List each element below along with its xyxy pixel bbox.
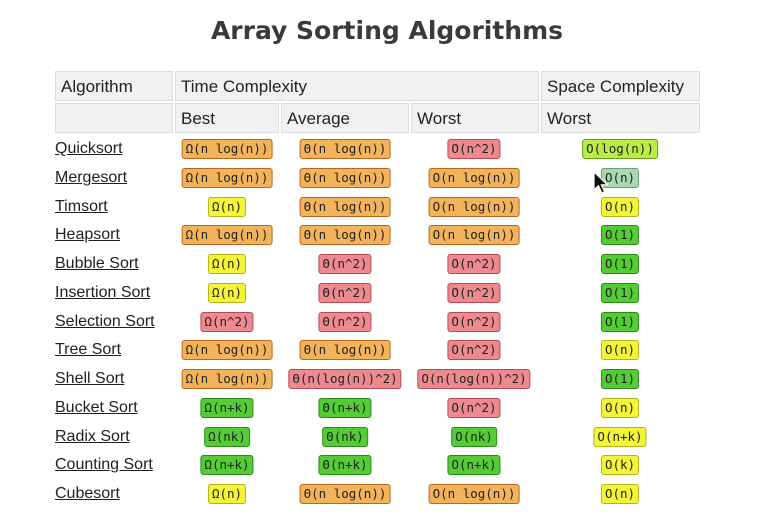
worst-complexity-badge: O(n^2) [447,340,501,360]
algorithm-link[interactable]: Bubble Sort [55,255,139,272]
best-complexity-badge: Ω(n) [207,484,247,504]
space-complexity-badge: O(1) [600,254,640,274]
best-complexity-badge: Ω(n log(n)) [181,168,273,188]
header-algorithm: Algorithm [55,71,173,101]
worst-complexity-badge: O(n+k) [447,455,501,475]
average-complexity-badge: Θ(n log(n)) [299,484,391,504]
algorithm-link[interactable]: Shell Sort [55,370,125,387]
average-complexity-badge: Θ(n+k) [318,398,372,418]
average-complexity-badge: Θ(n log(n)) [299,168,391,188]
average-complexity-badge: Θ(n(log(n))^2) [288,369,402,389]
header-space-worst: Worst [541,103,700,133]
space-complexity-badge: O(k) [600,455,640,475]
average-complexity-badge: Θ(n log(n)) [299,197,391,217]
mouse-cursor-icon [593,171,609,194]
worst-complexity-badge: O(n^2) [447,283,501,303]
algorithm-link[interactable]: Insertion Sort [55,284,151,301]
best-complexity-badge: Ω(n log(n)) [181,369,273,389]
algorithm-link[interactable]: Bucket Sort [55,399,138,416]
space-complexity-badge: O(1) [600,283,640,303]
space-complexity-badge: O(n) [600,398,640,418]
worst-complexity-badge: O(n log(n)) [428,225,520,245]
average-complexity-badge: Θ(n log(n)) [299,139,391,159]
best-complexity-badge: Ω(n+k) [200,455,254,475]
algorithm-link[interactable]: Selection Sort [55,313,155,330]
best-complexity-badge: Ω(n log(n)) [181,340,273,360]
worst-complexity-badge: O(n(log(n))^2) [417,369,531,389]
best-complexity-badge: Ω(nk) [204,427,250,447]
algorithm-link[interactable]: Quicksort [55,140,123,157]
average-complexity-badge: Θ(n^2) [318,312,372,332]
worst-complexity-badge: O(n^2) [447,254,501,274]
average-complexity-badge: Θ(n log(n)) [299,340,391,360]
algorithm-link[interactable]: Radix Sort [55,428,130,445]
worst-complexity-badge: O(n log(n)) [428,168,520,188]
space-complexity-badge: O(n) [600,168,640,188]
space-complexity-badge: O(log(n)) [582,139,658,159]
worst-complexity-badge: O(n^2) [447,312,501,332]
average-complexity-badge: Θ(n^2) [318,283,372,303]
best-complexity-badge: Ω(n) [207,254,247,274]
best-complexity-badge: Ω(n) [207,197,247,217]
header-average: Average [281,103,409,133]
algorithm-link[interactable]: Mergesort [55,169,128,186]
best-complexity-badge: Ω(n^2) [200,312,254,332]
worst-complexity-badge: O(n^2) [447,139,501,159]
worst-complexity-badge: O(n log(n)) [428,484,520,504]
space-complexity-badge: O(1) [600,225,640,245]
space-complexity-badge: O(n+k) [593,427,647,447]
algorithm-link[interactable]: Cubesort [55,485,120,502]
average-complexity-badge: Θ(n+k) [318,455,372,475]
header-time-complexity: Time Complexity [175,71,539,101]
space-complexity-badge: O(n) [600,484,640,504]
best-complexity-badge: Ω(n) [207,283,247,303]
space-complexity-badge: O(1) [600,369,640,389]
header-blank [55,103,173,133]
best-complexity-badge: Ω(n+k) [200,398,254,418]
space-complexity-badge: O(n) [600,340,640,360]
worst-complexity-badge: O(nk) [451,427,497,447]
header-worst: Worst [411,103,539,133]
header-best: Best [175,103,279,133]
header-space-complexity: Space Complexity [541,71,700,101]
page-title: Array Sorting Algorithms [210,16,564,45]
algorithm-link[interactable]: Heapsort [55,226,120,243]
best-complexity-badge: Ω(n log(n)) [181,139,273,159]
average-complexity-badge: Θ(nk) [322,427,368,447]
algorithm-link[interactable]: Timsort [55,198,108,215]
best-complexity-badge: Ω(n log(n)) [181,225,273,245]
worst-complexity-badge: O(n log(n)) [428,197,520,217]
algorithm-link[interactable]: Tree Sort [55,341,122,358]
space-complexity-badge: O(1) [600,312,640,332]
worst-complexity-badge: O(n^2) [447,398,501,418]
space-complexity-badge: O(n) [600,197,640,217]
average-complexity-badge: Θ(n log(n)) [299,225,391,245]
algorithm-link[interactable]: Counting Sort [55,456,153,473]
average-complexity-badge: Θ(n^2) [318,254,372,274]
